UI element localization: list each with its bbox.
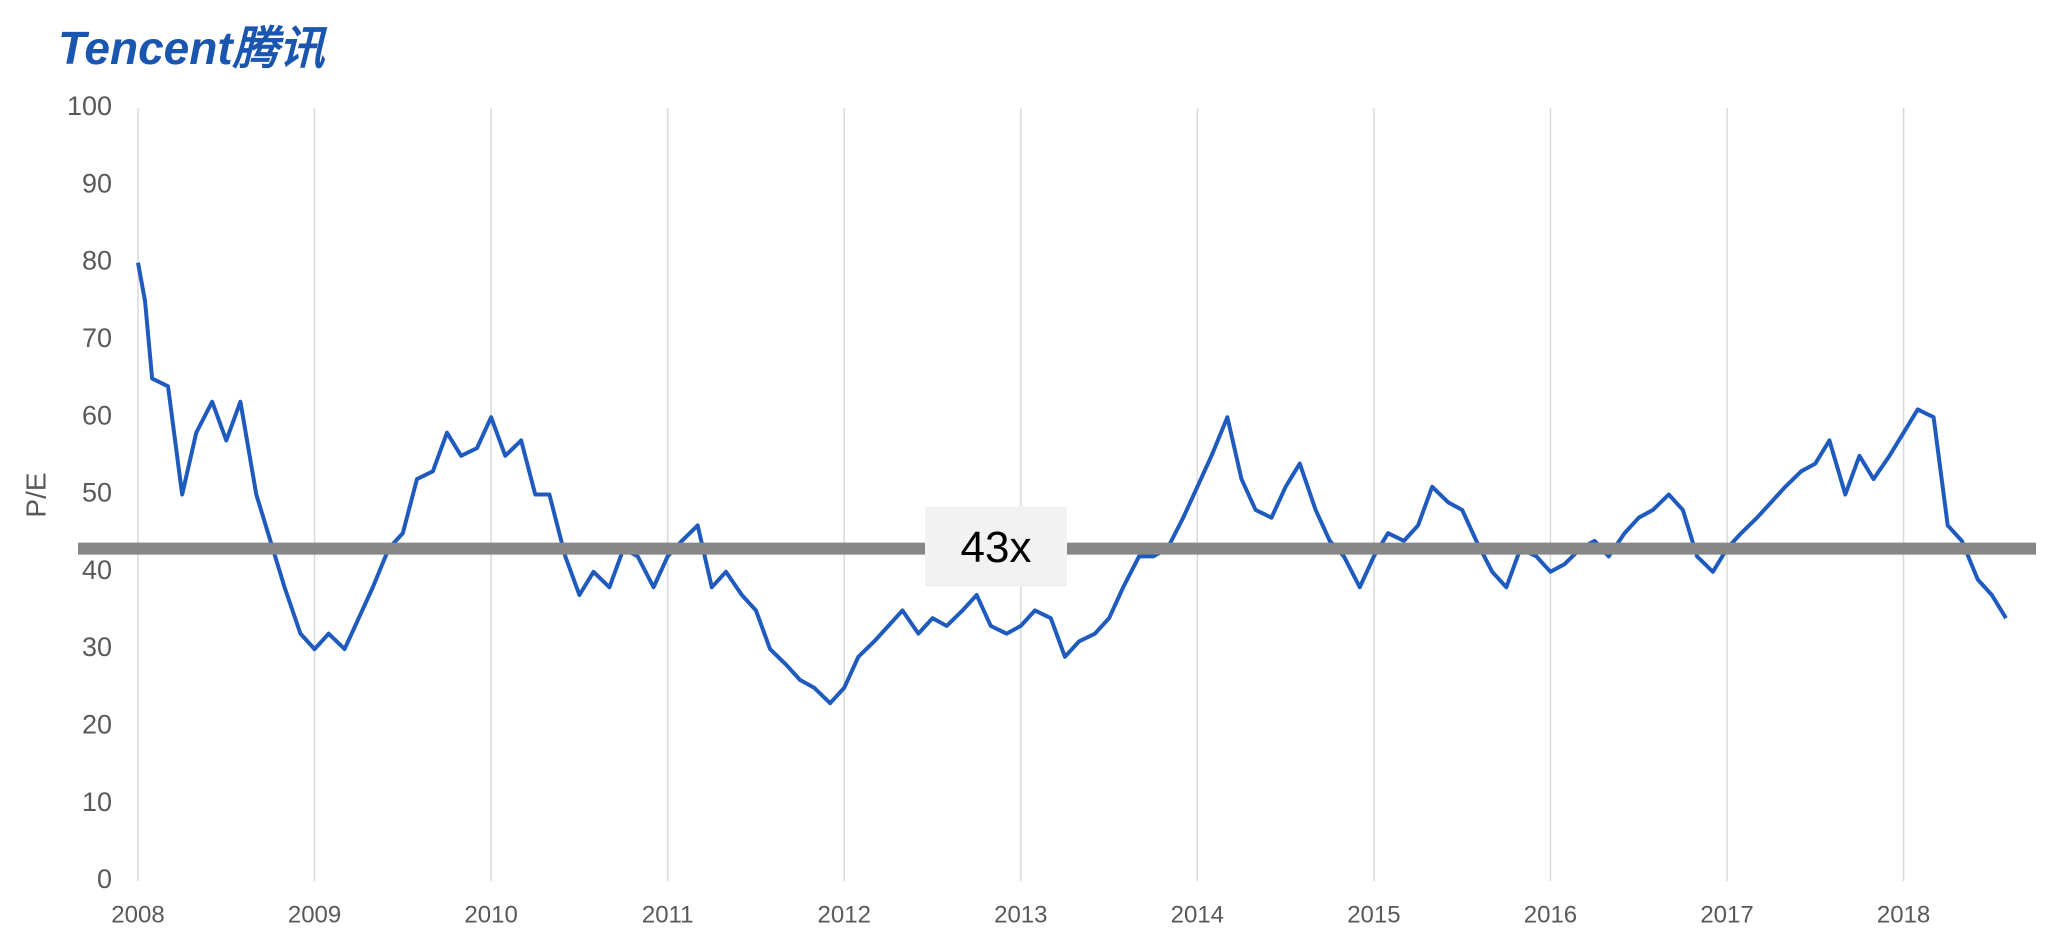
y-tick-label: 70	[82, 323, 112, 353]
x-tick-label: 2009	[288, 901, 341, 928]
logo: Tencent腾讯	[58, 22, 328, 74]
y-tick-label: 60	[82, 400, 112, 430]
y-tick-label: 40	[82, 555, 112, 585]
y-tick-label: 10	[82, 787, 112, 817]
y-tick-label: 90	[82, 168, 112, 198]
reference-label-box	[925, 506, 1067, 587]
y-axis-label: P/E	[20, 472, 51, 517]
x-tick-label: 2016	[1524, 901, 1577, 928]
x-tick-label: 2011	[642, 901, 694, 928]
x-tick-label: 2010	[464, 901, 517, 928]
reference-label: 43x	[961, 523, 1032, 572]
x-tick-label: 2018	[1877, 901, 1930, 928]
y-tick-label: 50	[82, 478, 112, 508]
x-tick-label: 2012	[818, 901, 871, 928]
y-tick-label: 80	[82, 246, 112, 276]
x-tick-label: 2015	[1347, 901, 1400, 928]
data-line	[136, 262, 2008, 706]
x-tick-label: 2013	[994, 901, 1047, 928]
x-tick-label: 2014	[1171, 901, 1224, 928]
y-tick-label: 30	[82, 632, 112, 662]
y-tick-label: 100	[67, 91, 112, 121]
x-tick-label: 2017	[1700, 901, 1753, 928]
y-tick-label: 20	[82, 710, 112, 740]
x-tick-label: 2008	[111, 901, 164, 928]
y-tick-label: 0	[97, 864, 112, 894]
